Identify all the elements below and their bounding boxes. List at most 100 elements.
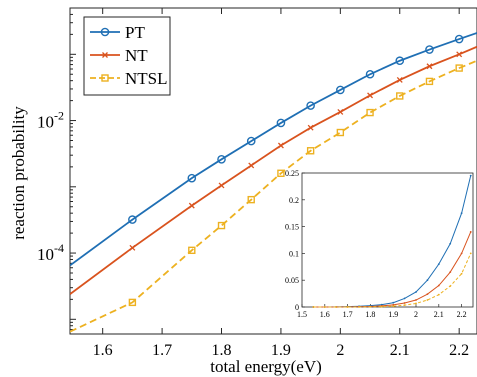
data-point-ntsl (336, 128, 345, 137)
inset-frame (301, 172, 474, 308)
inset-x-tick-label: 2 (414, 310, 418, 319)
x-axis-label: total energy(eV) (210, 357, 322, 376)
inset-x-tick-label: 1.5 (297, 310, 307, 319)
inset-data-point-0 (449, 242, 452, 245)
inset-y-tick-label: 0.05 (285, 276, 299, 285)
data-point-nt (277, 142, 284, 149)
inset-data-point-2 (415, 302, 417, 305)
inset-data-point-2 (403, 304, 406, 307)
y-tick-label: 10-4 (37, 241, 64, 264)
inset-x-tick-label: 2.2 (457, 310, 467, 319)
inset-x-tick-label: 1.9 (388, 310, 398, 319)
inset-data-point-1 (426, 293, 429, 296)
inset-data-point-0 (469, 174, 472, 177)
inset-data-point-2 (392, 305, 395, 308)
inset-data-point-2 (335, 306, 338, 308)
legend-label-pt: PT (125, 23, 145, 42)
data-point-nt (129, 244, 136, 251)
inset-data-point-1 (460, 252, 463, 255)
inset-data-point-1 (449, 271, 452, 274)
data-point-ntsl (396, 92, 404, 100)
x-tick-label: 2.2 (449, 342, 469, 359)
data-point-ntsl (217, 221, 226, 230)
legend-marker-nt (102, 52, 108, 58)
y-axis-label: reaction probability (9, 106, 28, 240)
data-point-ntsl (277, 169, 285, 177)
x-tick-label: 1.7 (152, 342, 172, 359)
plot-frame (69, 7, 477, 335)
legend-marker-ntsl (101, 74, 109, 82)
data-point-ntsl (128, 298, 137, 307)
data-point-ntsl (247, 195, 255, 204)
inset-y-tick-label: 0.25 (285, 169, 299, 178)
plot-area (70, 32, 477, 333)
data-point-nt (367, 92, 374, 99)
data-point-ntsl (366, 108, 374, 117)
data-point-nt (307, 124, 314, 131)
data-point-nt (456, 51, 463, 58)
inset-data-point-1 (437, 284, 440, 287)
inset-data-point-0 (437, 263, 440, 266)
inset-data-point-2 (437, 293, 440, 296)
inset-data-point-2 (380, 305, 383, 308)
inset-data-point-2 (346, 306, 349, 308)
inset-series-line-2 (313, 253, 472, 308)
legend-marker-pt (100, 27, 110, 37)
y-tick-label: 10-2 (37, 109, 64, 132)
data-point-ntsl (455, 64, 463, 72)
inset-data-point-0 (426, 279, 429, 282)
inset-data-point-2 (469, 252, 472, 255)
inset-data-point-0 (392, 301, 395, 304)
inset-data-point-2 (426, 299, 429, 301)
x-tick-label: 2.1 (390, 342, 410, 359)
data-point-ntsl (425, 77, 434, 86)
data-point-pt (187, 173, 197, 183)
data-point-pt (454, 34, 464, 44)
inset-data-point-0 (403, 297, 406, 300)
inset-data-point-2 (312, 306, 315, 308)
x-tick-label: 1.9 (271, 342, 291, 359)
legend-box (83, 16, 171, 96)
inset-data-point-1 (415, 299, 417, 301)
inset-x-tick-label: 2.1 (434, 310, 444, 319)
legend-label-ntsl: NTSL (125, 69, 168, 88)
inset-x-tick-label: 1.6 (320, 310, 330, 319)
data-point-pt (246, 136, 256, 146)
data-point-nt (188, 202, 195, 209)
inset-y-tick-label: 0.15 (285, 223, 299, 232)
inset-data-point-1 (469, 231, 472, 233)
data-point-pt (365, 69, 375, 79)
data-point-nt (218, 182, 225, 189)
inset-y-tick-label: 0.1 (289, 249, 299, 258)
data-point-pt (217, 155, 226, 164)
inset-x-tick-label: 1.8 (365, 310, 375, 319)
x-tick-label: 1.8 (212, 342, 232, 359)
data-point-pt (128, 215, 137, 224)
inset-data-point-2 (449, 285, 452, 287)
data-point-ntsl (306, 147, 315, 155)
main-plot: 1.6 1.7 1.8 1.9 2 2.1 2.2 10-4 10-2 (37, 7, 477, 359)
inset-y-tick-label: 0 (295, 303, 299, 312)
inset-data-point-0 (380, 303, 383, 306)
legend-label-nt: NT (125, 46, 148, 65)
data-point-pt (425, 45, 434, 54)
data-point-pt (395, 56, 405, 66)
data-point-pt (276, 118, 286, 128)
data-point-nt (337, 108, 344, 115)
inset-x-tick-label: 1.7 (343, 310, 353, 319)
inset-data-point-1 (392, 303, 395, 306)
series-line-pt (70, 32, 477, 267)
inset-data-point-2 (369, 305, 372, 308)
data-point-nt (426, 63, 433, 70)
inset-y-tick-label: 0.2 (289, 196, 299, 205)
inset-data-point-2 (323, 306, 326, 308)
x-tick-label: 2 (336, 342, 344, 359)
inset-data-point-0 (460, 212, 463, 215)
x-tick-label: 1.6 (93, 342, 113, 359)
data-point-ntsl (188, 246, 196, 255)
legend: PT NT NTSL (83, 16, 171, 96)
inset-data-point-2 (460, 272, 463, 275)
data-point-nt (396, 76, 403, 83)
inset-plot: 1.5 1.6 1.7 1.8 1.9 2 2.1 2.2 0 0.05 0.1 0.15 0.2 0.2… (285, 169, 474, 319)
